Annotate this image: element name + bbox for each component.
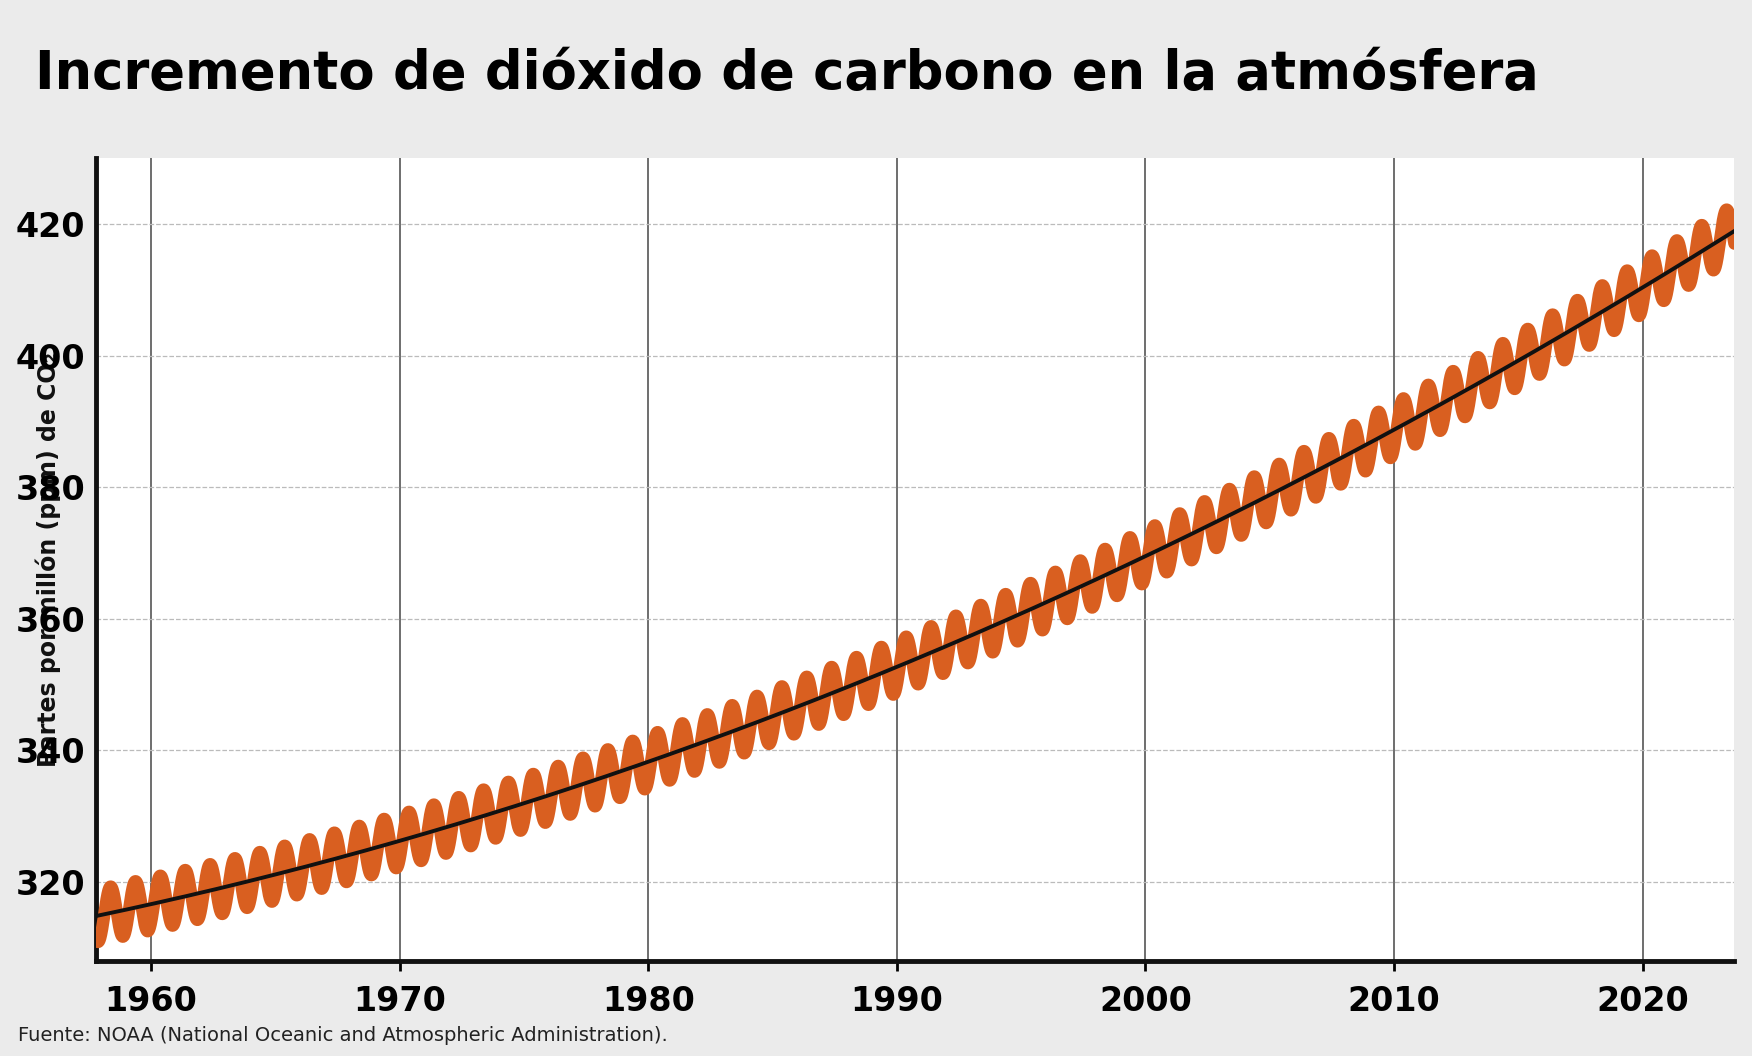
- Text: Partes por millón (ppm) de CO₂: Partes por millón (ppm) de CO₂: [35, 353, 61, 767]
- Text: Incremento de dióxido de carbono en la atmósfera: Incremento de dióxido de carbono en la a…: [35, 48, 1538, 99]
- Text: Fuente: NOAA (National Oceanic and Atmospheric Administration).: Fuente: NOAA (National Oceanic and Atmos…: [18, 1026, 668, 1045]
